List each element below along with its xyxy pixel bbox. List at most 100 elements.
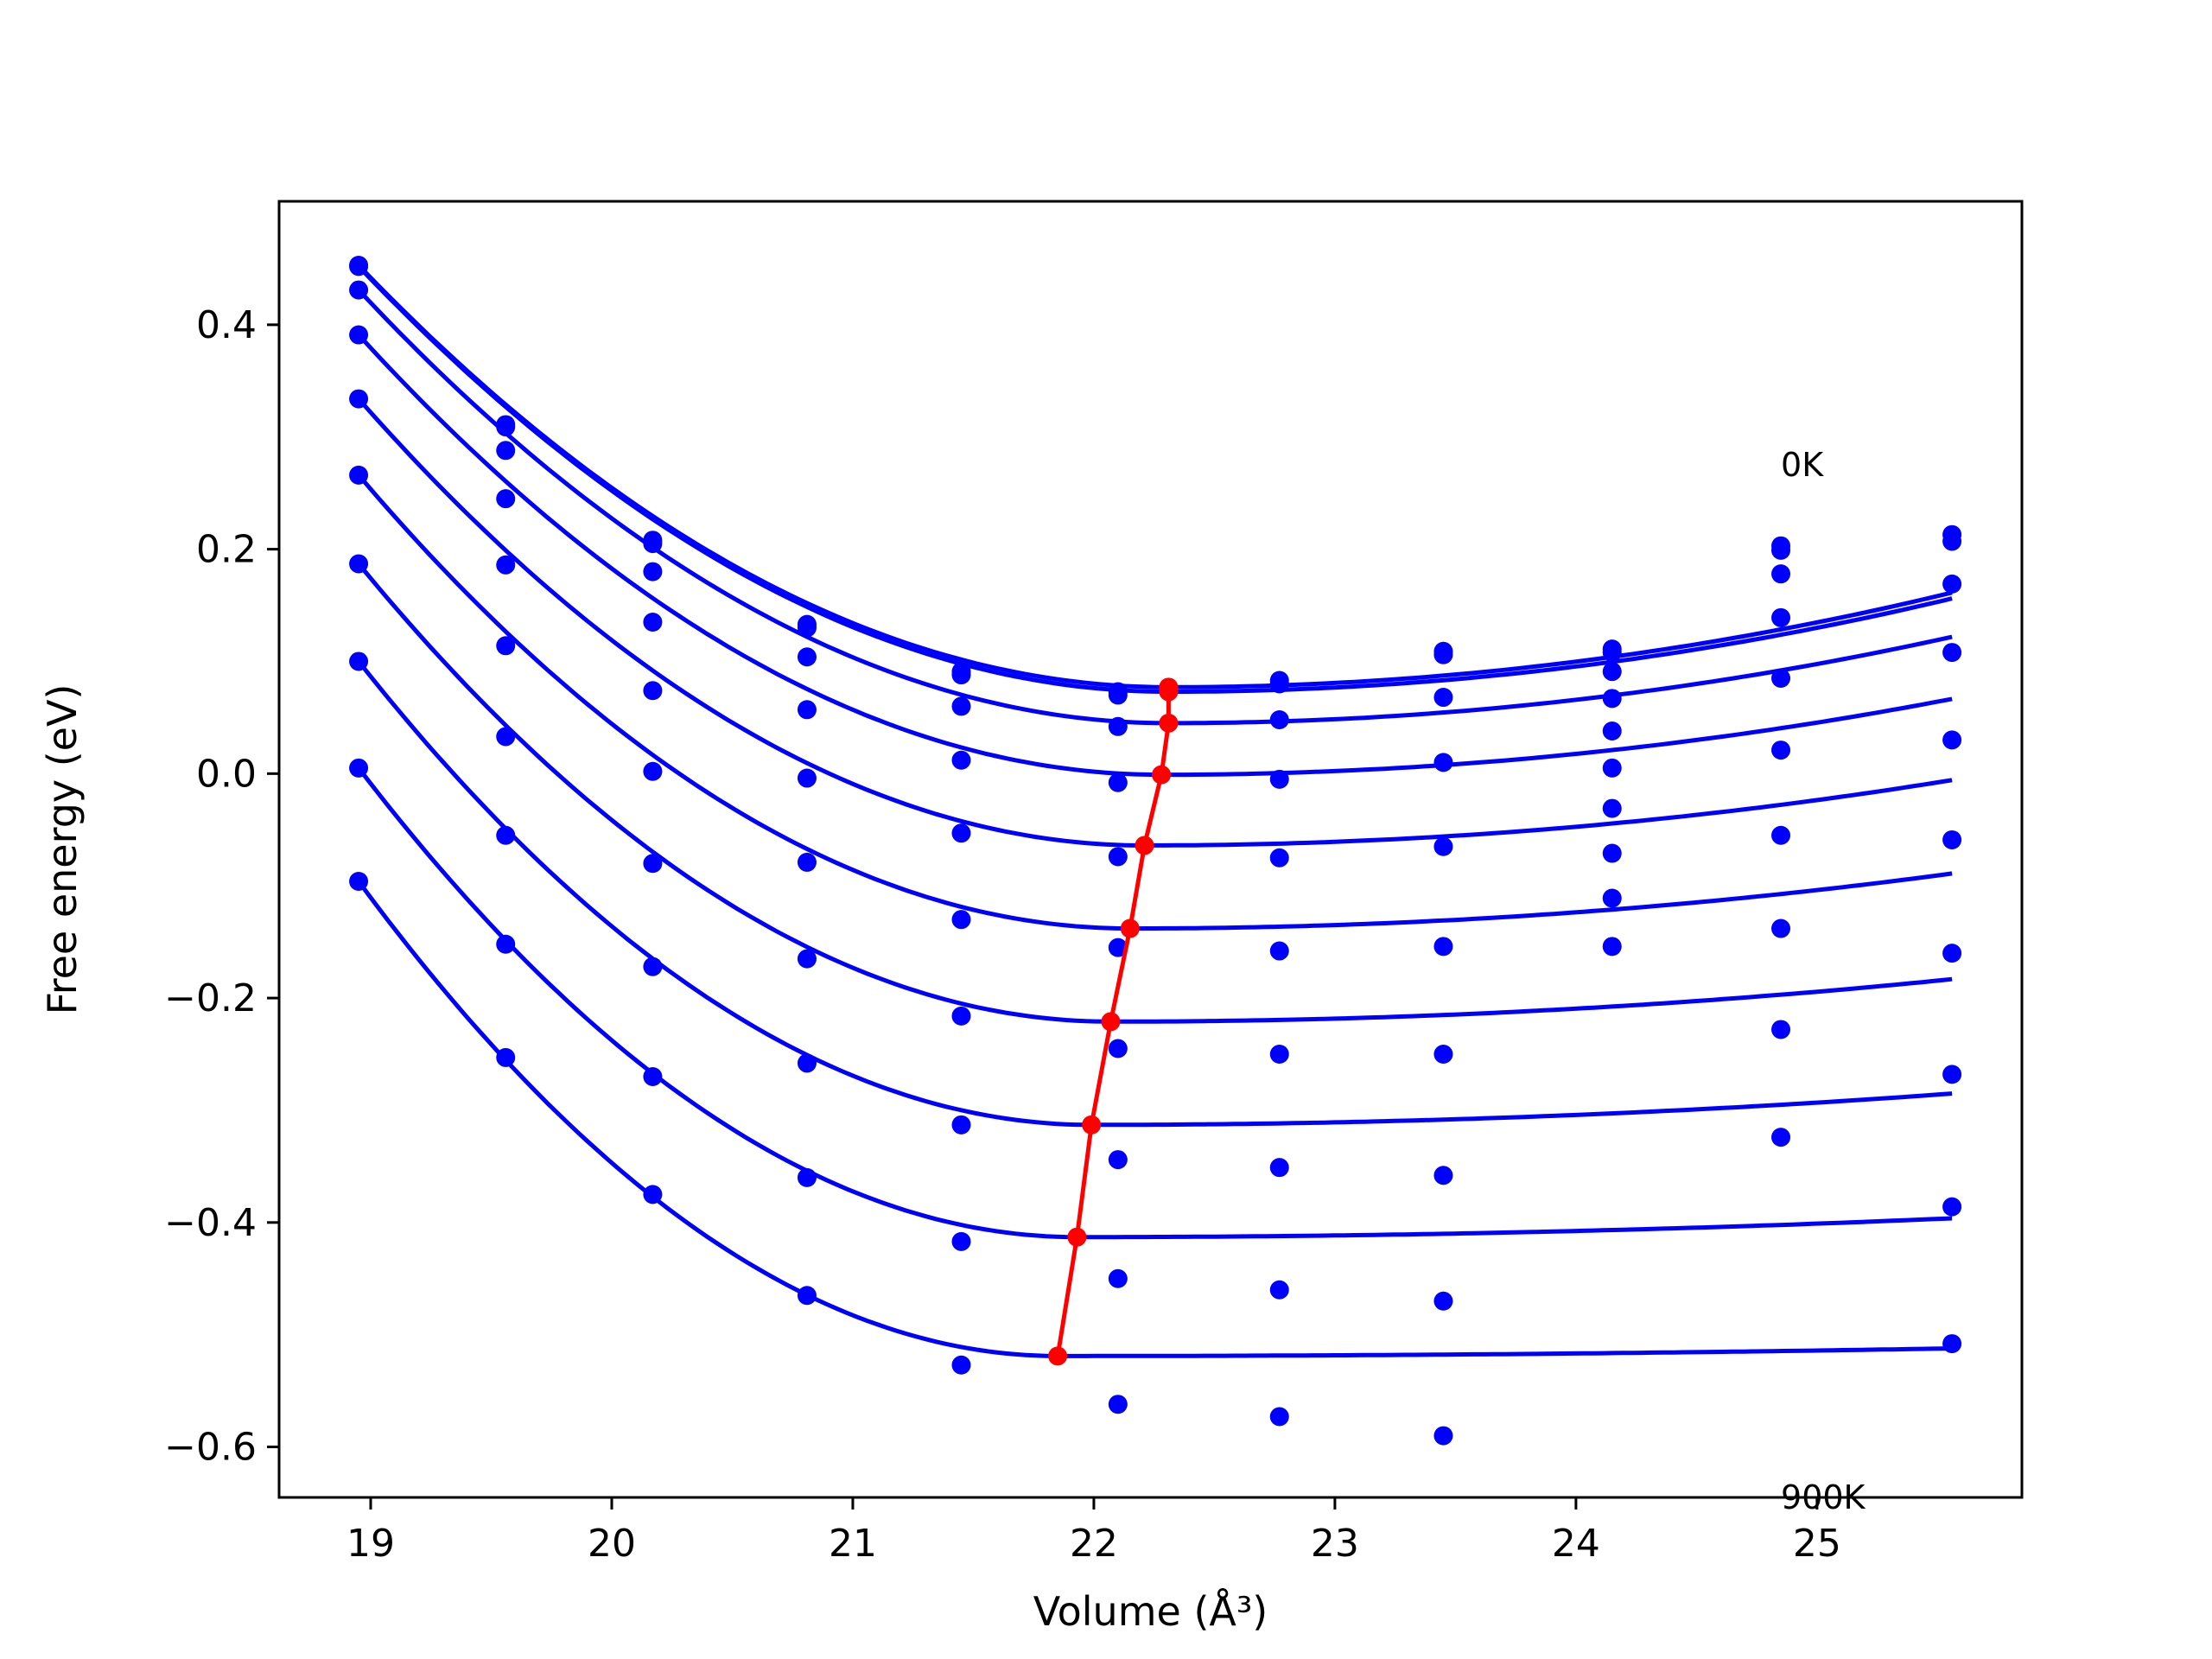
minimum-point [1159, 713, 1179, 733]
data-point [1108, 716, 1128, 736]
data-point [797, 647, 817, 667]
x-tick-label: 22 [1070, 1522, 1118, 1566]
y-tick-label: −0.2 [164, 976, 257, 1020]
data-point [1433, 688, 1453, 708]
data-point [349, 652, 369, 671]
data-point [643, 613, 663, 632]
x-tick-label: 20 [588, 1522, 636, 1566]
fit-curve [357, 288, 1953, 726]
data-point [349, 389, 369, 409]
x-tick-label: 24 [1552, 1522, 1600, 1566]
x-axis-ticks: 19 20 21 22 23 24 25 [346, 1497, 1841, 1566]
data-point [643, 534, 663, 554]
data-point [1771, 825, 1791, 845]
data-point [1942, 944, 1962, 963]
data-point [1602, 643, 1622, 663]
data-point [496, 555, 516, 575]
y-tick-label: 0.2 [196, 528, 257, 572]
data-point [1942, 730, 1962, 750]
fit-curve [357, 474, 1953, 931]
data-point [797, 618, 817, 638]
data-point [1269, 769, 1289, 789]
data-point [1602, 843, 1622, 863]
fit-curves [357, 264, 1953, 1358]
data-point [1108, 847, 1128, 867]
data-point [496, 441, 516, 461]
data-point [1433, 753, 1453, 772]
data-point [1433, 937, 1453, 957]
data-point [1602, 798, 1622, 818]
data-point [797, 1167, 817, 1187]
data-point [1269, 674, 1289, 694]
data-point [1108, 1395, 1128, 1414]
data-point [1433, 1291, 1453, 1311]
data-point [1433, 645, 1453, 664]
data-point [1108, 1150, 1128, 1170]
data-point [643, 562, 663, 582]
data-point [797, 949, 817, 969]
data-point [797, 852, 817, 872]
data-point [643, 681, 663, 701]
data-point [349, 554, 369, 574]
x-axis-label: Volume (Å³) [1033, 1588, 1268, 1635]
data-point [1433, 1045, 1453, 1065]
x-tick-label: 23 [1311, 1522, 1359, 1566]
data-point [951, 1115, 971, 1135]
data-point [797, 1286, 817, 1306]
minimum-point [1101, 1012, 1121, 1032]
fit-curve [357, 397, 1953, 849]
data-point [496, 1047, 516, 1067]
data-point [951, 1231, 971, 1251]
data-point [1108, 772, 1128, 792]
data-point [1269, 941, 1289, 961]
minimum-point [1159, 682, 1179, 702]
data-point [1602, 721, 1622, 741]
fit-curve [357, 659, 1953, 1128]
data-point [349, 465, 369, 485]
x-tick-label: 19 [346, 1522, 395, 1566]
data-point [349, 758, 369, 778]
data-point [1771, 1020, 1791, 1039]
data-point [1771, 668, 1791, 688]
data-point [951, 1355, 971, 1375]
data-point [1942, 531, 1962, 551]
data-point [1771, 607, 1791, 627]
data-points [349, 256, 1962, 1446]
data-point [1602, 662, 1622, 682]
data-point [1433, 1426, 1453, 1446]
data-point [1771, 540, 1791, 560]
data-point [1108, 685, 1128, 705]
minimum-point [1082, 1115, 1102, 1135]
minima-line [1048, 677, 1179, 1366]
data-point [1269, 848, 1289, 868]
data-point [643, 854, 663, 874]
data-point [643, 957, 663, 976]
data-point [643, 1066, 663, 1086]
data-point [496, 934, 516, 954]
data-point [951, 1006, 971, 1026]
data-point [951, 910, 971, 930]
data-point [1269, 1407, 1289, 1427]
y-tick-label: 0.4 [196, 303, 257, 347]
data-point [1942, 1334, 1962, 1354]
data-point [1771, 564, 1791, 584]
y-tick-label: 0.0 [196, 752, 257, 796]
minima-path [1055, 687, 1171, 1357]
y-tick-label: −0.6 [164, 1426, 257, 1470]
data-point [496, 636, 516, 656]
data-point [1108, 938, 1128, 957]
data-point [1269, 1280, 1289, 1300]
fit-curve [357, 766, 1953, 1240]
fit-curve [357, 333, 1953, 778]
data-point [1433, 1166, 1453, 1185]
data-point [1602, 888, 1622, 908]
data-point [797, 700, 817, 720]
data-point [496, 489, 516, 509]
data-point [951, 750, 971, 770]
data-point [951, 665, 971, 685]
data-point [951, 696, 971, 716]
data-point [1942, 574, 1962, 594]
data-point [496, 417, 516, 437]
minimum-point [1135, 836, 1154, 855]
